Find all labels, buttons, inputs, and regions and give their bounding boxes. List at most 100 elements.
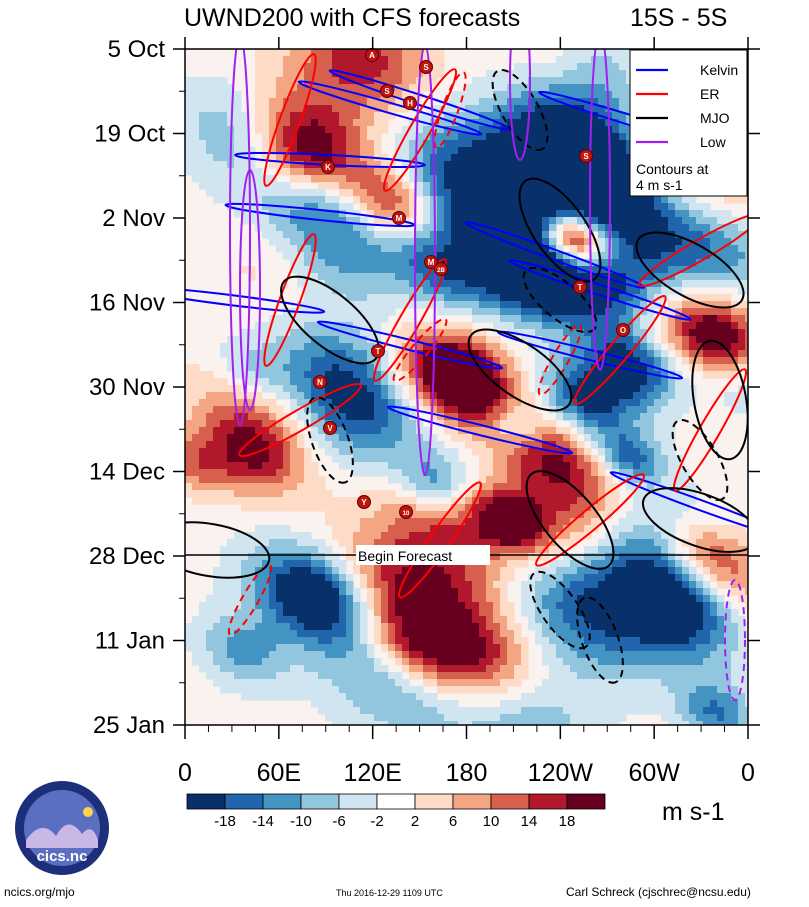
storm-icon <box>371 344 385 358</box>
storm-icon <box>434 262 448 276</box>
colorbar-label: -6 <box>332 813 345 830</box>
storm-label: M <box>428 258 435 267</box>
begin-forecast-label: Begin Forecast <box>358 548 452 564</box>
colorbar-label: 2 <box>411 813 419 830</box>
legend-note-line2: 4 m s-1 <box>636 177 683 193</box>
storm-marker-a: A <box>365 48 379 62</box>
x-tick-label: 120E <box>343 759 401 787</box>
legend-label-er: ER <box>700 86 719 102</box>
y-tick-label: 25 Jan <box>93 712 165 739</box>
storm-marker-n: N <box>313 375 327 389</box>
y-tick-label: 14 Dec <box>89 459 165 486</box>
storm-marker-t: T <box>573 280 587 294</box>
storm-marker-s: S <box>579 149 593 163</box>
colorbar-swatch <box>376 793 416 810</box>
storm-marker-t: T <box>371 344 385 358</box>
storm-icon <box>424 255 438 269</box>
colorbar-label: -14 <box>252 813 274 830</box>
colorbar-swatch <box>490 793 530 810</box>
storm-label: M <box>396 214 403 223</box>
logo-mountains <box>26 824 98 848</box>
sun-icon <box>83 807 93 817</box>
storm-label: Y <box>361 498 367 507</box>
colorbar-swatch <box>186 793 226 810</box>
colorbar-swatch <box>414 793 454 810</box>
colorbar-label: 18 <box>559 813 576 830</box>
y-tick-label: 11 Jan <box>95 628 165 655</box>
storm-icon <box>313 375 327 389</box>
storm-marker-10: 10 <box>399 505 413 519</box>
colorbar-swatch <box>566 793 606 810</box>
storm-icon <box>403 96 417 110</box>
begin-forecast-label-bg <box>356 545 490 565</box>
colorbar-swatch <box>262 793 302 810</box>
storm-label: 10 <box>403 511 410 517</box>
colorbar-label: 14 <box>521 813 538 830</box>
storm-marker-m: M <box>392 211 406 225</box>
site-url: ncics.org/mjo <box>4 885 75 899</box>
storm-label: 2B <box>437 268 445 274</box>
colorbar-swatch <box>452 793 492 810</box>
storm-marker-m: M <box>424 255 438 269</box>
colorbar-units: m s-1 <box>662 798 725 826</box>
storm-label: T <box>376 347 381 356</box>
storm-marker-o: O <box>616 323 630 337</box>
storm-label: N <box>317 378 323 387</box>
storm-label: S <box>583 152 589 161</box>
cics-logo: cics.nc <box>15 781 109 875</box>
storm-icon <box>380 84 394 98</box>
y-tick-label: 2 Nov <box>102 205 165 232</box>
x-tick-label: 60E <box>257 759 301 787</box>
logo-text: cics.nc <box>37 848 88 865</box>
x-axis: 0 60E 120E 180 120W 60W 0 <box>178 37 755 787</box>
y-tick-label: 19 Oct <box>94 121 165 148</box>
timestamp: Thu 2016-12-29 1109 UTC <box>336 888 443 898</box>
storm-icon <box>357 495 371 509</box>
storm-marker-s: S <box>419 60 433 74</box>
storm-icon <box>399 505 413 519</box>
x-tick-label: 0 <box>178 759 192 787</box>
storm-icon <box>392 211 406 225</box>
colorbar-label: 6 <box>449 813 457 830</box>
storm-marker-v: V <box>323 421 337 435</box>
storm-label: V <box>327 424 333 433</box>
colorbar-label: -10 <box>290 813 312 830</box>
legend-label-kelvin: Kelvin <box>700 62 738 78</box>
y-axis: 5 Oct 19 Oct 2 Nov 16 Nov 30 Nov 14 Dec 28 Dec… <box>89 36 760 739</box>
y-tick-label: 5 Oct <box>108 36 166 63</box>
author-credit: Carl Schreck (cjschrec@ncsu.edu) <box>566 885 751 899</box>
storm-marker-h: H <box>403 96 417 110</box>
x-tick-label: 120W <box>528 759 594 787</box>
storm-icon <box>573 280 587 294</box>
colorbar: -18 -14 -10 -6 -2 2 6 10 14 18 <box>186 793 606 830</box>
storm-marker-2b: 2B <box>434 262 448 276</box>
colorbar-label: -18 <box>214 813 236 830</box>
colorbar-label: -2 <box>370 813 383 830</box>
y-tick-label: 16 Nov <box>89 290 165 317</box>
x-tick-label: 180 <box>446 759 488 787</box>
y-tick-label: 28 Dec <box>89 543 165 570</box>
storm-label: A <box>369 51 375 60</box>
storm-label: O <box>620 326 626 335</box>
colorbar-swatch <box>338 793 378 810</box>
colorbar-swatch <box>224 793 264 810</box>
storm-label: S <box>423 63 429 72</box>
x-tick-label: 0 <box>741 759 755 787</box>
legend-label-mjo: MJO <box>700 110 730 126</box>
legend-note-line1: Contours at <box>636 161 708 177</box>
colorbar-swatch <box>300 793 340 810</box>
latitude-band-label: 15S - 5S <box>630 4 728 32</box>
storm-label: S <box>384 87 390 96</box>
legend-label-low: Low <box>700 134 727 150</box>
storm-icon <box>323 421 337 435</box>
colorbar-swatch <box>528 793 568 810</box>
colorbar-label: 10 <box>483 813 500 830</box>
storm-label: K <box>325 163 331 172</box>
storm-icon <box>579 149 593 163</box>
legend: Kelvin ER MJO Low Contours at 4 m s-1 <box>629 49 748 197</box>
x-tick-label: 60W <box>628 759 680 787</box>
y-tick-label: 30 Nov <box>89 374 165 401</box>
storm-icon <box>321 160 335 174</box>
